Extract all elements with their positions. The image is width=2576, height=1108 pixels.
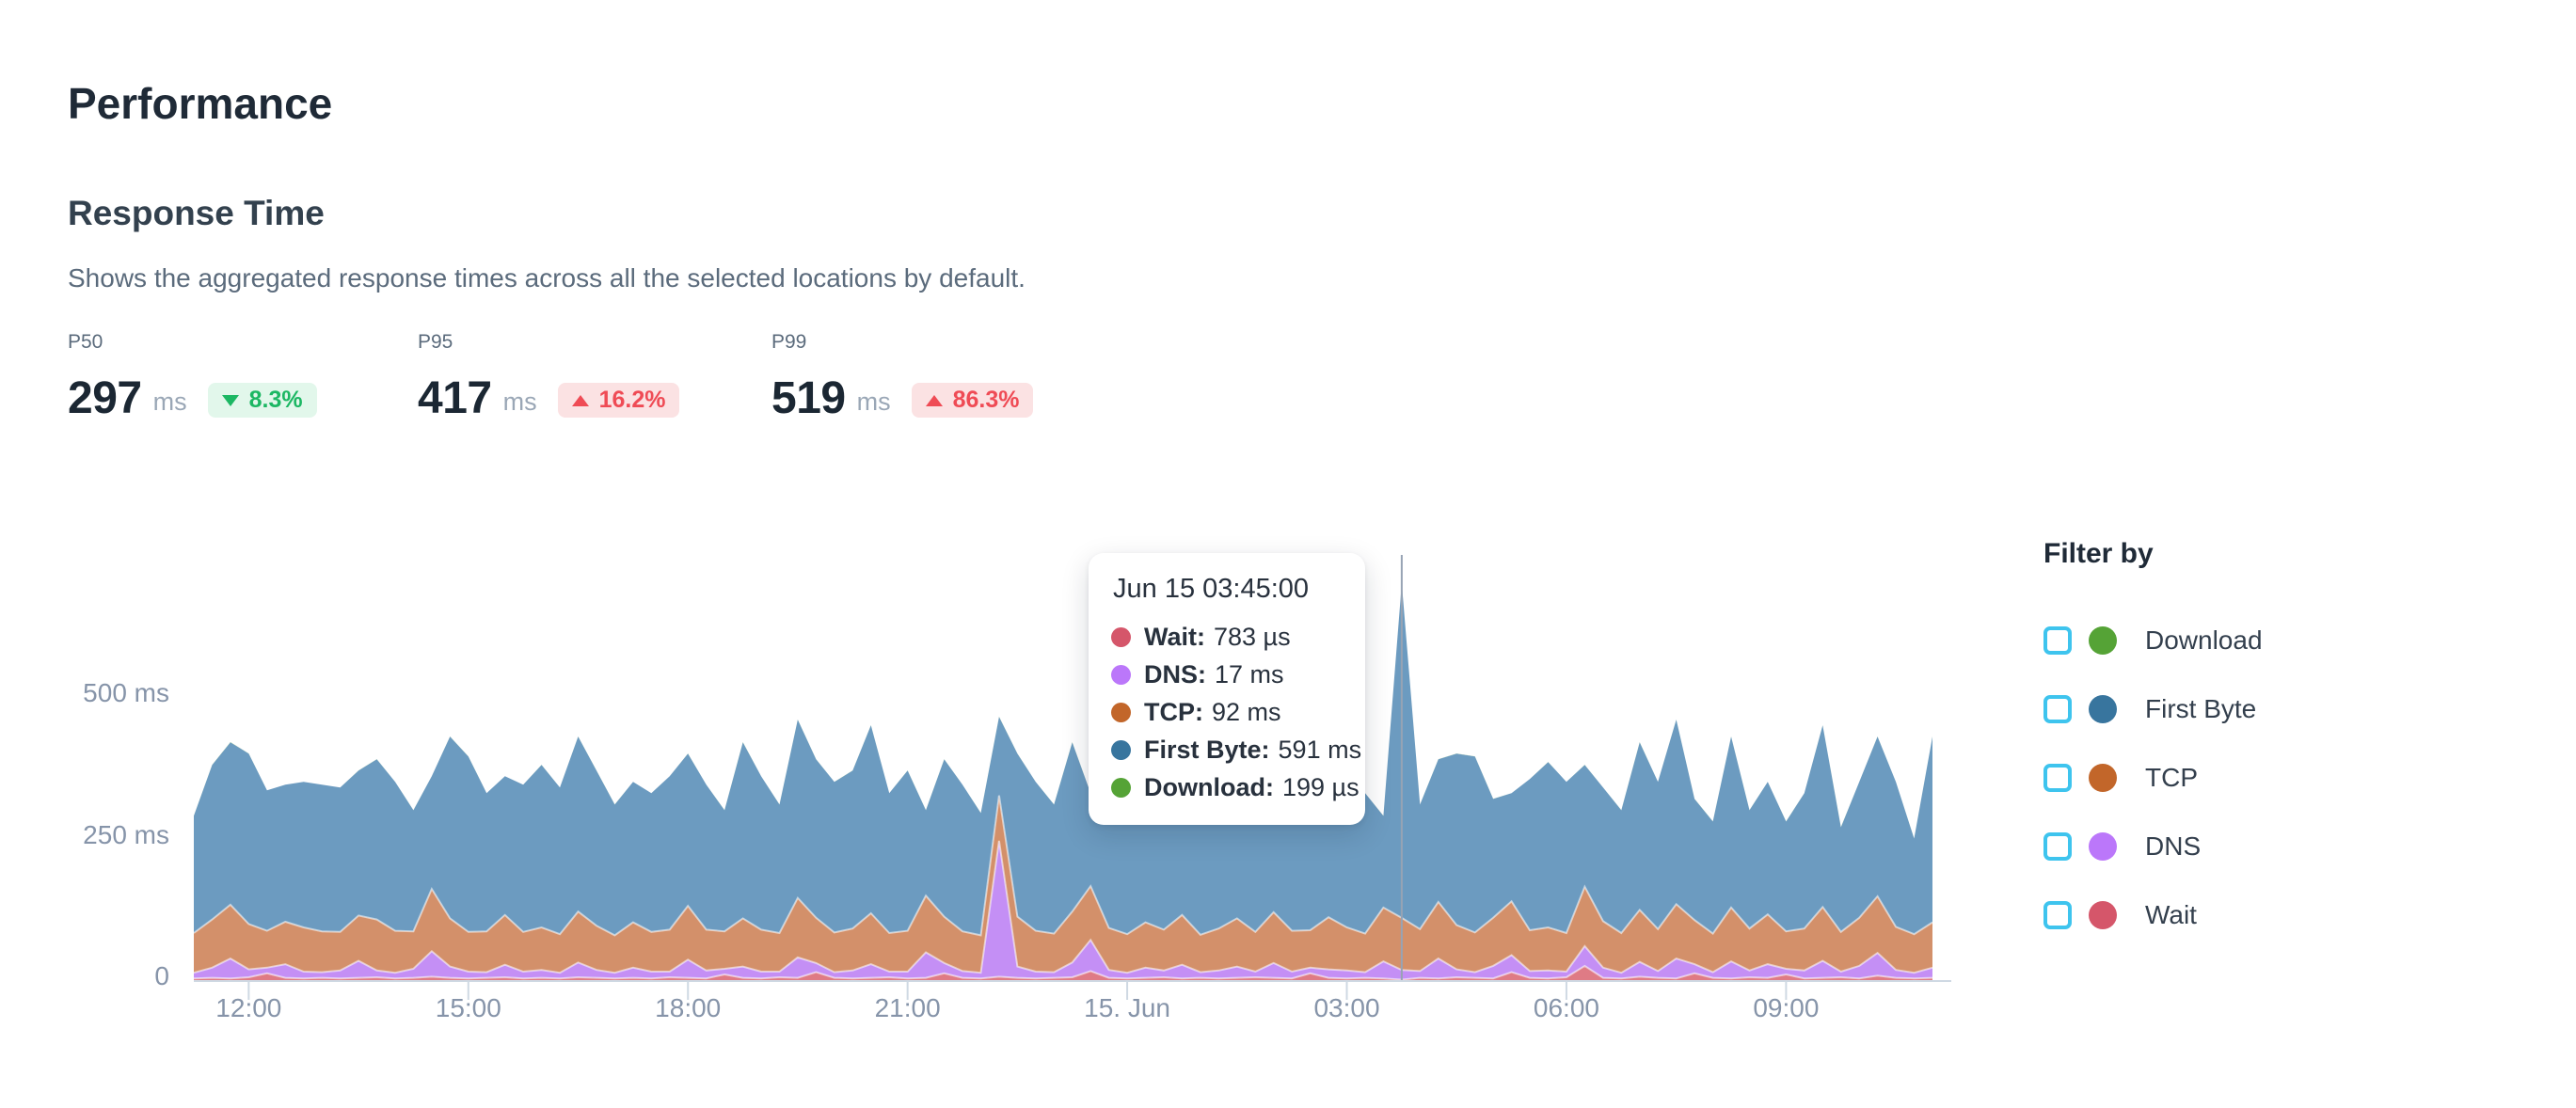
metric-value: 297 — [68, 373, 142, 423]
chart-y-axis-label: 500 ms — [83, 678, 169, 707]
metric-value: 519 — [771, 373, 846, 423]
metric-unit: ms — [856, 388, 891, 416]
chart-x-axis-label: 09:00 — [1753, 993, 1820, 1022]
series-color-dot-icon — [2089, 694, 2117, 723]
metric-value-row: 297 ms 8.3% — [68, 372, 317, 424]
metric-unit: ms — [502, 388, 537, 416]
metric-card-p50: P50 297 ms 8.3% — [68, 331, 317, 424]
series-color-dot-icon — [2089, 900, 2117, 929]
series-dot-icon — [1111, 702, 1131, 722]
series-color-dot-icon — [2089, 831, 2117, 861]
trend-delta: 16.2% — [598, 387, 666, 413]
filter-item-label: Wait — [2145, 899, 2197, 929]
filter-item-wait[interactable]: Wait — [2043, 880, 2552, 949]
metric-label: P50 — [68, 331, 103, 353]
filter-checkbox[interactable] — [2043, 831, 2072, 861]
tooltip-series-value: 92 ms — [1212, 697, 1281, 726]
section-description: Shows the aggregated response times acro… — [68, 263, 1026, 293]
filter-item-label: TCP — [2145, 762, 2198, 792]
chart-x-axis-label: 18:00 — [655, 993, 722, 1022]
metric-label: P99 — [771, 331, 807, 353]
series-boundary-line — [193, 964, 1933, 981]
filter-item-tcp[interactable]: TCP — [2043, 743, 2552, 812]
tooltip-row: First Byte: 591 ms — [1111, 731, 1361, 768]
filter-item-dns[interactable]: DNS — [2043, 812, 2552, 880]
tooltip-row: DNS: 17 ms — [1111, 656, 1343, 693]
filter-checkbox[interactable] — [2043, 625, 2072, 655]
chart-canvas[interactable] — [0, 527, 1995, 1108]
metric-label: P95 — [418, 331, 453, 353]
chart-x-axis-label: 15. Jun — [1084, 993, 1171, 1022]
metric-value-row: 519 ms 86.3% — [771, 372, 1034, 424]
series-boundary-line — [193, 840, 1933, 974]
filter-title: Filter by — [2043, 538, 2154, 569]
trend-arrow-icon — [221, 394, 239, 406]
series-dot-icon — [1111, 626, 1131, 647]
filter-checkbox[interactable] — [2043, 763, 2072, 792]
trend-arrow-icon — [571, 394, 589, 406]
tooltip-series-value: 17 ms — [1215, 659, 1284, 689]
series-dot-icon — [1111, 739, 1131, 760]
tooltip-title: Jun 15 03:45:00 — [1113, 574, 1310, 604]
chart-x-axis-label: 06:00 — [1533, 993, 1599, 1022]
section-title: Response Time — [68, 193, 325, 232]
tooltip-row: Download: 199 µs — [1111, 768, 1360, 806]
tooltip-series-label: DNS: — [1144, 659, 1206, 689]
tooltip-series-label: Download: — [1144, 772, 1274, 801]
filter-checkbox[interactable] — [2043, 694, 2072, 723]
tooltip-series-label: First Byte: — [1144, 735, 1270, 764]
tooltip-row: TCP: 92 ms — [1111, 693, 1343, 731]
chart-y-axis-label: 250 ms — [83, 819, 169, 849]
series-dot-icon — [1111, 664, 1131, 685]
trend-delta: 86.3% — [952, 387, 1020, 413]
trend-badge: 8.3% — [207, 383, 317, 418]
tooltip-series-value: 591 ms — [1278, 735, 1362, 764]
metric-value: 417 — [418, 373, 492, 423]
chart-y-axis-label: 0 — [154, 961, 169, 990]
metric-unit: ms — [152, 388, 187, 416]
chart-x-axis-label: 15:00 — [435, 993, 501, 1022]
chart-x-axis-label: 12:00 — [215, 993, 282, 1022]
tooltip-row: Wait: 783 µs — [1111, 618, 1343, 656]
metric-card-p95: P95 417 ms 16.2% — [418, 331, 680, 424]
filter-item-label: Download — [2145, 625, 2263, 655]
tooltip-series-value: 199 µs — [1281, 772, 1360, 801]
trend-badge: 16.2% — [557, 383, 680, 418]
chart-x-axis-label: 21:00 — [874, 993, 941, 1022]
area-series-tcp — [194, 795, 1932, 973]
metric-card-p99: P99 519 ms 86.3% — [771, 331, 1034, 424]
area-series-wait — [194, 965, 1932, 980]
filter-item-label: DNS — [2145, 831, 2202, 861]
page-title: Performance — [68, 78, 333, 128]
filter-item-label: First Byte — [2145, 693, 2257, 723]
series-dot-icon — [1111, 777, 1131, 798]
trend-badge: 86.3% — [911, 383, 1034, 418]
filter-panel: Filter by Download First Byte TCP DNS Wait — [2043, 538, 2552, 949]
metric-value-row: 417 ms 16.2% — [418, 372, 680, 424]
tooltip-series-value: 783 µs — [1213, 622, 1291, 651]
trend-delta: 8.3% — [248, 387, 303, 413]
chart-x-axis-label: 03:00 — [1313, 993, 1380, 1022]
tooltip-series-label: Wait: — [1144, 622, 1205, 651]
chart-tooltip: Jun 15 03:45:00 Wait: 783 µs DNS: 17 ms TCP:… — [1089, 553, 1365, 825]
response-time-chart[interactable] — [0, 527, 1995, 1108]
filter-checkbox[interactable] — [2043, 900, 2072, 929]
area-series-first-byte — [194, 583, 1932, 936]
series-color-dot-icon — [2089, 763, 2117, 792]
series-boundary-line — [193, 795, 1933, 937]
filter-item-first-byte[interactable]: First Byte — [2043, 674, 2552, 743]
series-color-dot-icon — [2089, 625, 2117, 655]
tooltip-series-label: TCP: — [1144, 697, 1203, 726]
filter-item-download[interactable]: Download — [2043, 606, 2552, 674]
trend-arrow-icon — [925, 394, 943, 406]
